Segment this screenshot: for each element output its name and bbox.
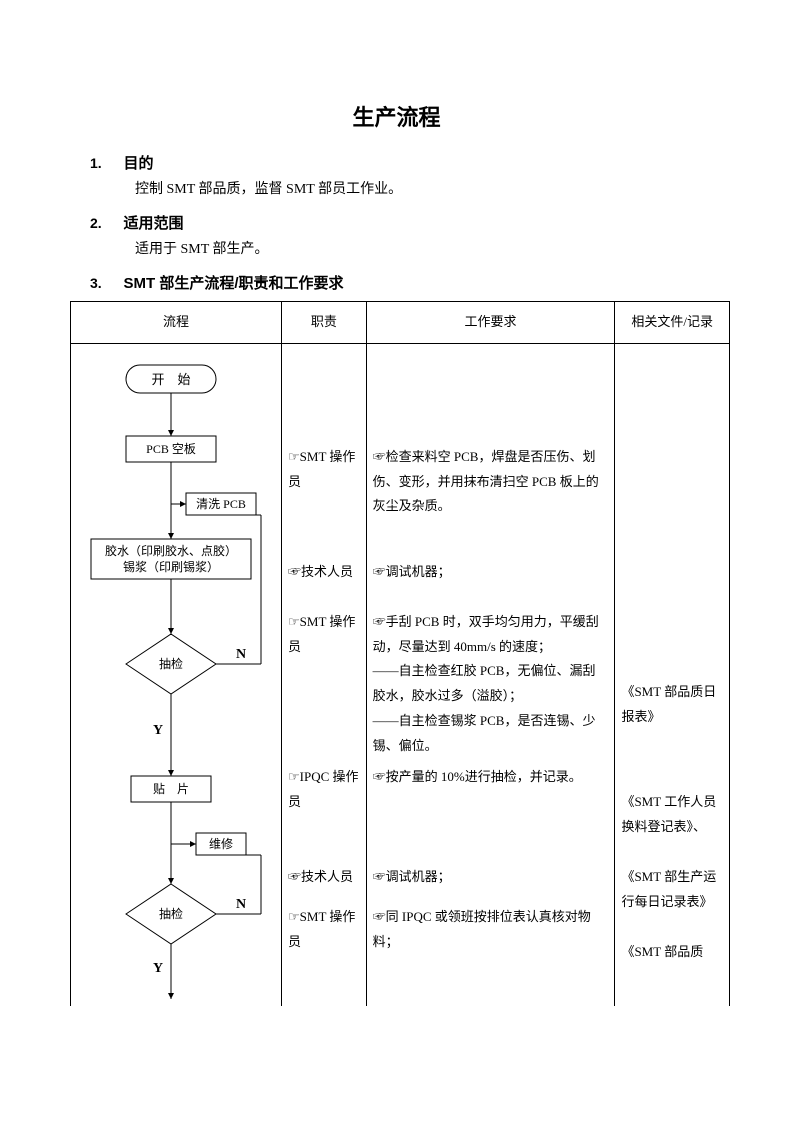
section-2-head: 适用范围 xyxy=(124,215,184,232)
role-item-0: ☞SMT 操作员 xyxy=(288,445,360,494)
section-1-body: 控制 SMT 部品质，监督 SMT 部员工作业。 xyxy=(135,177,733,202)
req-item-2: ☞手刮 PCB 时，双手均匀用力，平缓刮动，尽量达到 40mm/s 的速度； —… xyxy=(373,610,609,758)
section-1-head: 目的 xyxy=(124,155,154,172)
section-3-head: SMT 部生产流程/职责和工作要求 xyxy=(124,275,344,292)
section-3-num: 3. xyxy=(90,275,120,291)
doc-item-2: 《SMT 部生产运行每日记录表》 xyxy=(621,865,723,914)
svg-text:锡浆（印刷锡浆）: 锡浆（印刷锡浆） xyxy=(123,559,219,574)
th-role: 职责 xyxy=(282,302,367,344)
req-item-4: ☞调试机器； xyxy=(373,865,609,890)
svg-text:N: N xyxy=(236,897,246,912)
req-item-3: ☞按产量的 10%进行抽检，并记录。 xyxy=(373,765,609,790)
doc-item-1: 《SMT 工作人员换料登记表》、 xyxy=(621,790,723,839)
section-2: 2. 适用范围 xyxy=(60,212,733,233)
req-item-0: ☞检查来料空 PCB，焊盘是否压伤、划伤、变形，并用抹布清扫空 PCB 板上的灰… xyxy=(373,445,609,519)
role-item-2: ☞SMT 操作员 xyxy=(288,610,360,659)
svg-text:Y: Y xyxy=(153,723,163,738)
cell-reqs: ☞检查来料空 PCB，焊盘是否压伤、划伤、变形，并用抹布清扫空 PCB 板上的灰… xyxy=(366,344,615,1007)
role-item-4: ☞技术人员 xyxy=(288,865,360,890)
svg-text:开 始: 开 始 xyxy=(151,372,190,387)
svg-text:抽检: 抽检 xyxy=(159,906,183,921)
table-header-row: 流程 职责 工作要求 相关文件/记录 xyxy=(71,302,730,344)
th-doc: 相关文件/记录 xyxy=(615,302,730,344)
doc-item-3: 《SMT 部品质 xyxy=(621,940,723,965)
doc-item-0: 《SMT 部品质日报表》 xyxy=(621,680,723,729)
req-item-5: ☞同 IPQC 或领班按排位表认真核对物料； xyxy=(373,905,609,954)
role-item-3: ☞IPQC 操作员 xyxy=(288,765,360,814)
svg-text:N: N xyxy=(236,647,246,662)
svg-text:抽检: 抽检 xyxy=(159,656,183,671)
svg-text:Y: Y xyxy=(153,961,163,976)
th-flow: 流程 xyxy=(71,302,282,344)
process-table: 流程 职责 工作要求 相关文件/记录 开 始 PCB 空板清洗 PCB 胶水（印刷胶… xyxy=(70,301,730,1006)
cell-flowchart: 开 始PCB 空板清洗 PCB胶水（印刷胶水、点胶）锡浆（印刷锡浆）抽检贴 片维… xyxy=(71,344,282,1007)
req-item-1: ☞调试机器； xyxy=(373,560,609,585)
svg-text:维修: 维修 xyxy=(209,836,233,851)
th-req: 工作要求 xyxy=(366,302,615,344)
section-1: 1. 目的 xyxy=(60,152,733,173)
role-item-1: ☞技术人员 xyxy=(288,560,360,585)
table-body-row: 开 始PCB 空板清洗 PCB胶水（印刷胶水、点胶）锡浆（印刷锡浆）抽检贴 片维… xyxy=(71,344,730,1007)
cell-docs: 《SMT 部品质日报表》《SMT 工作人员换料登记表》、《SMT 部生产运行每日… xyxy=(615,344,730,1007)
section-1-num: 1. xyxy=(90,155,120,171)
role-item-5: ☞SMT 操作员 xyxy=(288,905,360,954)
svg-text:贴 片: 贴 片 xyxy=(153,782,189,796)
section-3: 3. SMT 部生产流程/职责和工作要求 xyxy=(60,272,733,293)
svg-text:清洗 PCB: 清洗 PCB xyxy=(196,497,246,511)
section-2-body: 适用于 SMT 部生产。 xyxy=(135,237,733,262)
cell-roles: ☞SMT 操作员 ☞技术人员 ☞SMT 操作员 ☞IPQC 操作员 ☞技术人员 ☞SMT … xyxy=(282,344,367,1007)
flowchart-svg: 开 始PCB 空板清洗 PCB胶水（印刷胶水、点胶）锡浆（印刷锡浆）抽检贴 片维… xyxy=(71,344,281,1004)
svg-text:PCB 空板: PCB 空板 xyxy=(146,442,196,456)
section-2-num: 2. xyxy=(90,215,120,231)
page-title: 生产流程 xyxy=(60,100,733,132)
svg-text:胶水（印刷胶水、点胶）: 胶水（印刷胶水、点胶） xyxy=(105,543,237,558)
